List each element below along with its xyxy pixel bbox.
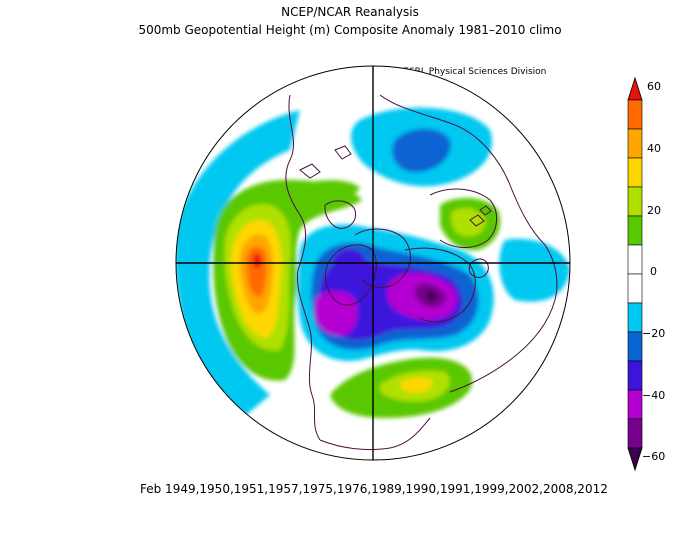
colorbar-segment (627, 389, 643, 420)
coastline-arctic (354, 228, 411, 288)
anomaly-pos-west-l5 (246, 246, 267, 297)
colorbar-label-minus40: −40 (642, 389, 666, 402)
anomaly-neg-center-l4-west (315, 291, 358, 336)
chart-subtitle: 500mb Geopotential Height (m) Composite … (138, 23, 562, 37)
anomaly-neg-west (176, 110, 300, 420)
colorbar (627, 76, 643, 472)
coastline-south (319, 417, 431, 451)
anomaly-pos-north-east (299, 180, 360, 199)
colorbar-segment (627, 128, 643, 159)
credit-label: NOAA/ESRL Physical Sciences Division (374, 67, 547, 77)
coastline-eurasia (379, 94, 558, 393)
composite-dates: Feb 1949,1950,1951,1957,1975,1976,1989,1… (140, 482, 608, 496)
colorbar-top-arrow (627, 76, 643, 101)
colorbar-segment (627, 360, 643, 391)
coastline-greenland (324, 244, 377, 306)
coastline-europe (404, 247, 476, 323)
colorbar-label-minus60: −60 (642, 450, 666, 463)
colorbar-segment (627, 331, 643, 362)
chart-title: NCEP/NCAR Reanalysis (281, 5, 419, 19)
anomaly-neg-center-l5-core (426, 290, 438, 301)
colorbar-segment (627, 186, 643, 217)
colorbar-segment (627, 157, 643, 188)
anomaly-pos-south-l3 (399, 377, 433, 393)
colorbar-segment (627, 99, 643, 130)
anomaly-field (176, 66, 570, 460)
anomaly-neg-east (499, 238, 570, 302)
colorbar-segment (627, 273, 643, 304)
anomaly-neg-center-l4-north (332, 248, 366, 275)
colorbar-bottom-arrow (627, 447, 643, 472)
colorbar-segment (627, 215, 643, 246)
coastline-asia-east (429, 188, 497, 248)
coastline-hudson (324, 200, 357, 229)
colorbar-segment (627, 302, 643, 333)
colorbar-segment (627, 418, 643, 449)
anomaly-neg-north-core (392, 128, 451, 173)
coastline-north-america (285, 94, 321, 441)
map-border (175, 65, 571, 461)
colorbar-label-20: 20 (647, 204, 661, 217)
coastlines (285, 94, 558, 451)
colorbar-label-minus20: −20 (642, 327, 666, 340)
colorbar-label-40: 40 (647, 142, 661, 155)
coastline-islands (299, 145, 492, 227)
colorbar-label-60: 60 (647, 80, 661, 93)
colorbar-label-0: 0 (650, 265, 657, 278)
colorbar-segment (627, 244, 643, 275)
anomaly-pos-west-core (252, 253, 262, 269)
coastline-baltic (468, 258, 489, 278)
